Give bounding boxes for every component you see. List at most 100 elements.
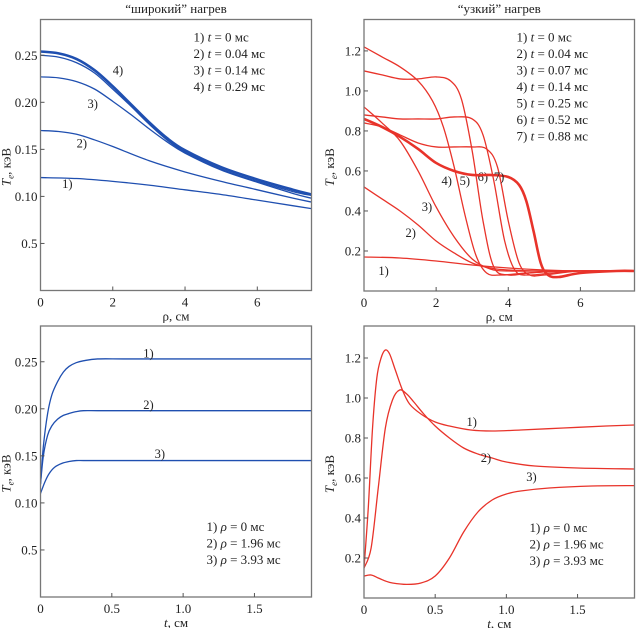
curve-label: 6) — [478, 170, 488, 184]
chart-bottom-right: 1) 2) 3) 0 0.5 1.0 1.5 0.2 0.4 0.6 0.8 1.0 1.2 t, см T… — [322, 325, 636, 628]
y-tick-label: 1.0 — [345, 391, 361, 406]
legend-entry: 3) t = 0.14 мс — [194, 63, 266, 78]
curve-label: 3) — [422, 200, 432, 214]
curve-label: 2) — [481, 451, 491, 465]
y-tick-label: 0.10 — [15, 189, 38, 204]
chart-bottom-left: 1) 2) 3) 0 0.5 1.0 1.5 0.5 0.10 0.15 0.20 0.25 t, см… — [0, 325, 313, 628]
y-tick-label: 1.2 — [345, 351, 361, 366]
x-tick-label: 1.5 — [246, 601, 262, 616]
x-tick-label: 0 — [37, 601, 44, 616]
legend-entry: 2) t = 0.04 мс — [194, 46, 266, 61]
curve-label: 2) — [77, 137, 87, 151]
curve-label: 1) — [467, 415, 477, 429]
x-tick-label: 2 — [110, 295, 117, 310]
y-tick-label: 0.6 — [345, 471, 362, 486]
y-tick-label: 0.2 — [345, 243, 361, 258]
series-line — [364, 349, 635, 569]
x-axis-label: t, см — [487, 616, 511, 628]
legend-entry: 1) ρ = 0 мс — [530, 520, 588, 535]
y-tick-label: 0.20 — [15, 95, 38, 110]
chart-title: “узкий” нагрев — [458, 1, 541, 16]
curve-label: 3) — [155, 447, 165, 461]
y-axis-label: Te, кэВ — [322, 455, 339, 493]
series-line — [364, 114, 635, 276]
curve-label: 2) — [143, 398, 153, 412]
curve-label: 4) — [113, 63, 123, 77]
plot-frame — [39, 18, 313, 292]
series-line — [364, 46, 635, 276]
series-line — [40, 76, 312, 199]
y-tick-label: 0.6 — [345, 163, 362, 178]
series-line — [40, 176, 312, 210]
series-line — [40, 459, 312, 495]
y-tick-label: 0.15 — [15, 142, 38, 157]
chart-top-right: “узкий” нагрев 1) 2) 3) 4) 5) 6) 7) 0 2 4 6 0.2 0.4 0.… — [322, 1, 636, 324]
plot-frame — [363, 18, 636, 292]
curve-label: 5) — [460, 174, 470, 188]
legend-entry: 2) ρ = 1.96 мс — [530, 537, 604, 552]
curve-label: 4) — [442, 174, 452, 188]
curve-label: 1) — [378, 264, 388, 278]
y-tick-label: 1.2 — [345, 43, 361, 58]
series-line — [364, 70, 635, 276]
series-line — [364, 117, 635, 279]
x-tick-label: 6 — [254, 295, 261, 310]
legend-entry: 3) ρ = 3.93 мс — [207, 552, 281, 567]
x-tick-label: 1.0 — [175, 601, 191, 616]
plot-frame — [363, 325, 636, 599]
y-axis-label: Te, кэВ — [322, 148, 339, 186]
x-axis-label: ρ, см — [163, 309, 190, 324]
legend-entry: 7) t = 0.88 мс — [517, 129, 589, 144]
series-line — [364, 484, 635, 586]
x-tick-label: 1.5 — [569, 602, 585, 617]
chart-title: “широкий” нагрев — [125, 1, 226, 16]
x-tick-label: 1.0 — [498, 602, 514, 617]
x-tick-label: 0 — [361, 602, 368, 617]
y-tick-label: 0.4 — [345, 203, 362, 218]
legend-entry: 1) t = 0 мс — [194, 30, 250, 45]
curve-label: 7) — [494, 170, 504, 184]
y-tick-label: 0.4 — [345, 511, 362, 526]
x-axis-label: ρ, см — [486, 309, 513, 324]
y-tick-label: 0.10 — [15, 495, 38, 510]
x-tick-label: 4 — [505, 295, 512, 310]
y-tick-label: 0.20 — [15, 401, 38, 416]
x-tick-label: 0 — [361, 295, 368, 310]
y-tick-label: 0.25 — [15, 354, 38, 369]
legend-entry: 2) ρ = 1.96 мс — [207, 536, 281, 551]
chart-top-left: “широкий” нагрев 1) 2) 3) 4) 0 2 4 6 0.5 0.10 0.15 0… — [0, 1, 313, 324]
legend-entry: 4) t = 0.29 мс — [194, 79, 266, 94]
y-tick-label: 0.5 — [21, 236, 37, 251]
legend-entry: 1) t = 0 мс — [517, 30, 573, 45]
x-axis-label: t, см — [164, 615, 188, 628]
y-axis-label: Te, кэВ — [0, 148, 16, 186]
y-tick-label: 0.8 — [345, 123, 361, 138]
curve-label: 3) — [526, 470, 536, 484]
y-axis-label: Te, кэВ — [0, 454, 16, 492]
curve-label: 1) — [143, 346, 153, 360]
series-line — [364, 389, 635, 569]
series-line — [40, 50, 312, 196]
series-line — [40, 358, 312, 485]
series-line — [364, 122, 635, 277]
x-tick-label: 4 — [182, 295, 189, 310]
legend-entry: 1) ρ = 0 мс — [207, 519, 265, 534]
series-line — [40, 409, 312, 485]
curve-label: 1) — [62, 177, 72, 191]
y-tick-label: 1.0 — [345, 83, 361, 98]
series-line — [40, 129, 312, 203]
x-tick-label: 0.5 — [104, 601, 120, 616]
legend-entry: 3) ρ = 3.93 мс — [530, 553, 604, 568]
y-tick-label: 0.2 — [345, 551, 361, 566]
x-tick-label: 2 — [433, 295, 440, 310]
legend-entry: 5) t = 0.25 мс — [517, 96, 589, 111]
y-tick-label: 0.5 — [21, 542, 37, 557]
y-tick-label: 0.8 — [345, 431, 361, 446]
series-line — [40, 54, 312, 197]
y-tick-label: 0.15 — [15, 448, 38, 463]
legend-entry: 2) t = 0.04 мс — [517, 46, 589, 61]
curve-label: 3) — [87, 97, 97, 111]
y-tick-label: 0.25 — [15, 48, 38, 63]
x-tick-label: 0.5 — [427, 602, 443, 617]
